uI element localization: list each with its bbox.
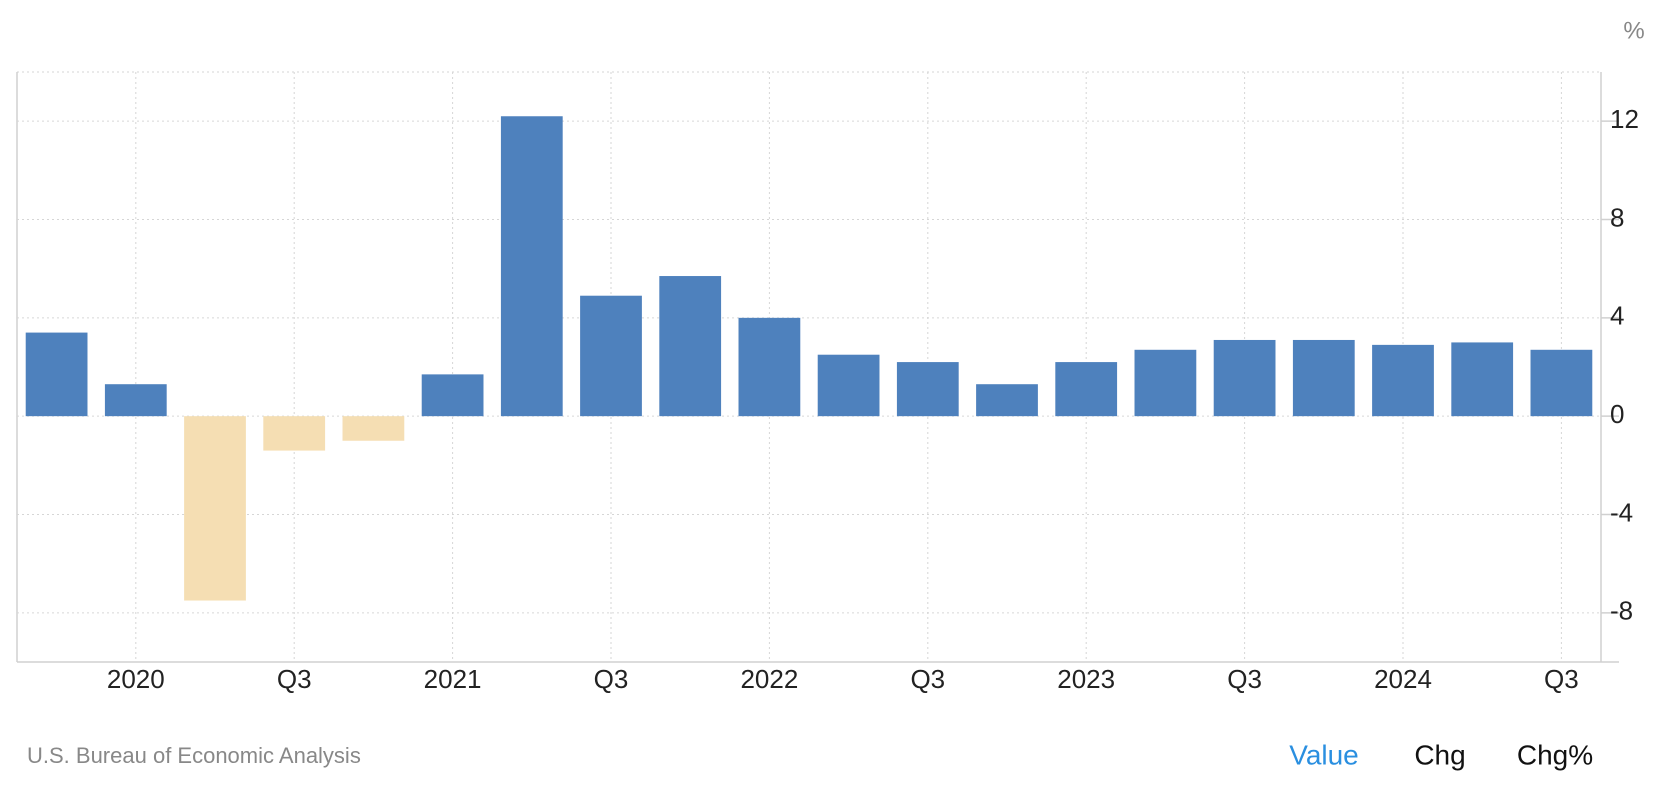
x-tick-label: Q3	[1544, 664, 1579, 694]
x-tick-label: Q3	[910, 664, 945, 694]
x-tick-label: 2023	[1057, 664, 1115, 694]
bar	[976, 384, 1038, 417]
bar	[1055, 362, 1118, 417]
bar	[421, 374, 484, 417]
bar	[25, 332, 88, 417]
bar	[104, 384, 167, 417]
x-tick-label: 2020	[107, 664, 165, 694]
bar	[738, 317, 801, 417]
bar	[1530, 349, 1593, 417]
y-tick-label: -8	[1610, 596, 1633, 626]
bar	[184, 416, 246, 601]
bar	[817, 354, 880, 417]
x-tick-label: 2022	[740, 664, 798, 694]
unit-label: %	[1623, 17, 1644, 44]
bar	[1451, 342, 1514, 417]
bar	[263, 416, 326, 451]
bar	[659, 276, 722, 417]
x-tick-label: Q3	[594, 664, 629, 694]
y-tick-label: 4	[1610, 301, 1624, 331]
x-tick-label: 2024	[1374, 664, 1432, 694]
bar	[342, 416, 405, 441]
y-tick-label: -4	[1610, 497, 1633, 527]
toggle-button[interactable]: Chg	[1414, 739, 1465, 770]
bar	[1134, 349, 1197, 417]
y-tick-label: 0	[1610, 399, 1624, 429]
bar	[1213, 339, 1276, 417]
x-tick-label: Q3	[1227, 664, 1262, 694]
bar	[1292, 339, 1355, 417]
bar	[580, 295, 642, 417]
x-tick-label: 2021	[424, 664, 482, 694]
toggle-button[interactable]: Chg%	[1517, 739, 1593, 770]
bar	[500, 116, 563, 417]
bar	[896, 362, 959, 417]
toggle-button[interactable]: Value	[1289, 739, 1359, 770]
bar	[1372, 344, 1434, 417]
y-tick-label: 12	[1610, 104, 1639, 134]
x-tick-label: Q3	[277, 664, 312, 694]
source: U.S. Bureau of Economic Analysis	[27, 743, 361, 768]
y-tick-label: 8	[1610, 202, 1624, 232]
